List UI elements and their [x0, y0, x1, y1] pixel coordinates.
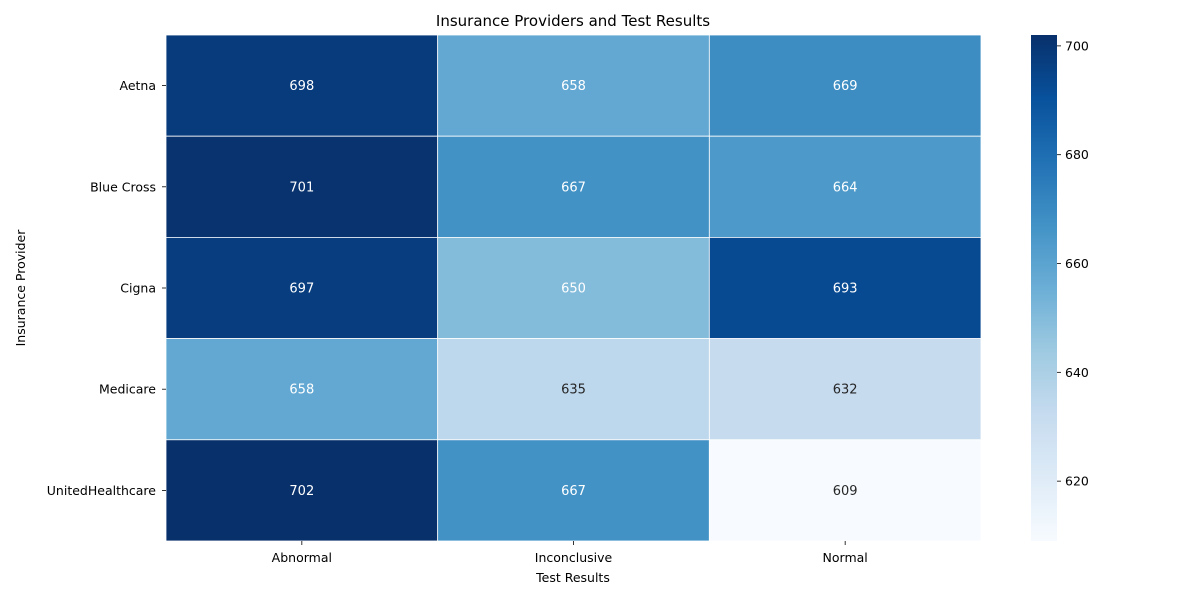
cell-value-label: 702 [289, 484, 314, 499]
y-tick-label: UnitedHealthcare [47, 483, 157, 498]
cell-value-label: 650 [561, 282, 586, 297]
heatmap-cell [437, 439, 710, 542]
cell-value-label: 698 [289, 79, 314, 94]
y-axis-label: Insurance Provider [13, 229, 28, 347]
heatmap-cell [708, 439, 982, 542]
x-tick-label: Abnormal [272, 550, 332, 565]
colorbar-tick-label: 620 [1065, 474, 1089, 489]
cell-value-label: 609 [833, 484, 858, 499]
cell-value-label: 664 [833, 180, 858, 195]
heatmap-cell [708, 34, 982, 137]
y-tick-label: Medicare [99, 382, 156, 397]
colorbar-ticks: 620 640 660 680 700 [1057, 38, 1089, 489]
heatmap-cell [165, 439, 439, 542]
x-axis-ticks: Abnormal Inconclusive Normal [272, 541, 868, 565]
cell-value-label: 667 [561, 180, 586, 195]
cell-value-label: 658 [561, 79, 586, 94]
cell-value-label: 669 [833, 79, 858, 94]
x-axis-label: Test Results [535, 570, 610, 585]
heatmap-cells [165, 34, 982, 542]
heatmap-cell [165, 135, 439, 238]
cell-value-label: 697 [289, 282, 314, 297]
chart-title: Insurance Providers and Test Results [436, 12, 710, 30]
heatmap-cell [165, 34, 439, 137]
heatmap-cell [165, 236, 439, 339]
colorbar [1031, 35, 1057, 541]
y-axis-ticks: Aetna Blue Cross Cigna Medicare UnitedHealth… [47, 78, 166, 498]
colorbar-tick-label: 640 [1065, 365, 1089, 380]
heatmap-cell [437, 236, 710, 339]
colorbar-tick-label: 660 [1065, 256, 1089, 271]
heatmap-cell [165, 338, 439, 441]
cell-value-label: 658 [289, 383, 314, 398]
heatmap-cell [708, 135, 982, 238]
heatmap-cell [437, 135, 710, 238]
y-tick-label: Blue Cross [90, 179, 156, 194]
x-tick-label: Normal [823, 550, 868, 565]
x-tick-label: Inconclusive [535, 550, 613, 565]
heatmap-cell [708, 338, 982, 441]
y-tick-label: Aetna [119, 78, 156, 93]
cell-value-label: 701 [289, 180, 314, 195]
y-tick-label: Cigna [120, 281, 156, 296]
heatmap-cell [437, 34, 710, 137]
colorbar-tick-label: 680 [1065, 147, 1089, 162]
colorbar-tick-label: 700 [1065, 38, 1089, 53]
cell-value-label: 635 [561, 383, 586, 398]
cell-value-label: 667 [561, 484, 586, 499]
heatmap-cell-labels: 698 658 669 701 667 664 697 650 693 658 635 632 702 6… [289, 79, 857, 499]
cell-value-label: 632 [833, 383, 858, 398]
cell-value-label: 693 [833, 282, 858, 297]
